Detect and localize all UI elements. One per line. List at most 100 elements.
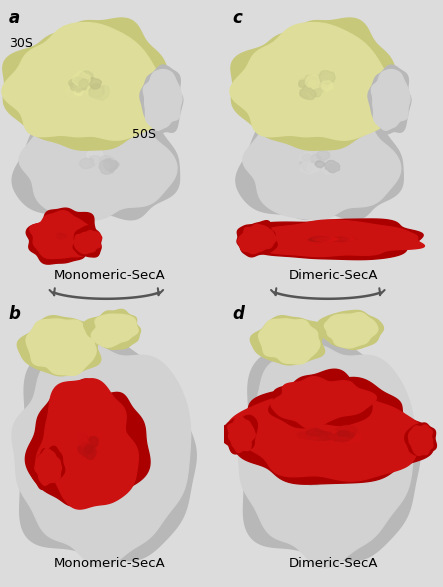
Polygon shape <box>99 162 105 167</box>
Polygon shape <box>243 102 401 220</box>
Polygon shape <box>74 88 83 96</box>
Polygon shape <box>79 79 88 89</box>
Polygon shape <box>321 162 337 174</box>
Polygon shape <box>337 426 358 450</box>
Polygon shape <box>237 221 277 257</box>
Polygon shape <box>84 84 94 95</box>
Polygon shape <box>324 238 338 241</box>
Polygon shape <box>2 23 168 140</box>
Polygon shape <box>140 65 183 134</box>
Polygon shape <box>96 430 106 442</box>
Polygon shape <box>71 79 87 91</box>
Polygon shape <box>97 451 113 469</box>
Polygon shape <box>89 451 109 475</box>
Polygon shape <box>311 88 321 97</box>
Polygon shape <box>73 226 101 257</box>
Polygon shape <box>271 377 377 429</box>
Polygon shape <box>32 446 65 490</box>
Polygon shape <box>269 369 372 428</box>
Polygon shape <box>331 237 348 241</box>
Polygon shape <box>259 319 320 364</box>
Polygon shape <box>88 444 95 454</box>
Polygon shape <box>337 445 356 470</box>
Polygon shape <box>308 450 320 464</box>
Polygon shape <box>80 431 92 446</box>
Polygon shape <box>309 436 319 440</box>
Polygon shape <box>79 71 93 85</box>
Polygon shape <box>12 101 179 220</box>
Polygon shape <box>66 86 80 97</box>
Polygon shape <box>93 86 109 100</box>
Polygon shape <box>315 446 331 465</box>
Polygon shape <box>73 71 90 87</box>
Polygon shape <box>16 332 196 561</box>
Polygon shape <box>239 332 420 561</box>
Polygon shape <box>299 82 306 87</box>
Polygon shape <box>299 80 307 87</box>
Polygon shape <box>307 435 318 440</box>
Polygon shape <box>314 464 326 478</box>
Polygon shape <box>225 416 257 454</box>
Polygon shape <box>310 453 324 468</box>
Polygon shape <box>89 84 104 97</box>
Polygon shape <box>311 154 321 163</box>
Polygon shape <box>297 432 314 439</box>
Polygon shape <box>84 309 140 349</box>
Polygon shape <box>88 464 102 483</box>
Polygon shape <box>144 69 182 130</box>
Polygon shape <box>311 237 330 241</box>
Polygon shape <box>313 434 328 440</box>
Polygon shape <box>59 235 63 238</box>
Text: b: b <box>9 305 21 323</box>
Polygon shape <box>309 238 328 241</box>
Polygon shape <box>12 345 190 568</box>
Polygon shape <box>300 152 313 162</box>
Polygon shape <box>84 446 96 459</box>
Polygon shape <box>327 164 337 171</box>
Polygon shape <box>338 429 348 442</box>
Polygon shape <box>56 234 62 238</box>
Polygon shape <box>300 87 316 99</box>
Polygon shape <box>104 433 121 455</box>
Polygon shape <box>236 345 414 568</box>
Polygon shape <box>92 437 105 451</box>
Polygon shape <box>405 423 436 457</box>
Polygon shape <box>101 158 117 171</box>
Polygon shape <box>98 156 115 168</box>
Polygon shape <box>329 435 339 440</box>
Polygon shape <box>85 444 90 450</box>
Polygon shape <box>57 233 63 238</box>
Polygon shape <box>99 164 109 174</box>
Polygon shape <box>60 234 66 238</box>
Polygon shape <box>78 436 86 448</box>
Polygon shape <box>89 436 98 447</box>
Polygon shape <box>58 235 63 238</box>
Polygon shape <box>318 311 384 349</box>
Polygon shape <box>88 77 101 89</box>
Polygon shape <box>17 316 101 376</box>
Polygon shape <box>313 237 331 241</box>
Polygon shape <box>300 463 316 480</box>
Polygon shape <box>313 431 325 437</box>
Text: Monomeric-SecA: Monomeric-SecA <box>54 556 166 569</box>
Polygon shape <box>89 453 108 476</box>
Polygon shape <box>306 446 328 470</box>
Polygon shape <box>26 319 96 376</box>
Polygon shape <box>321 75 327 80</box>
Polygon shape <box>89 156 101 164</box>
Polygon shape <box>341 238 356 241</box>
Polygon shape <box>228 416 255 453</box>
Polygon shape <box>90 424 99 435</box>
Polygon shape <box>338 431 350 436</box>
Text: Dimeric-SecA: Dimeric-SecA <box>288 556 378 569</box>
Text: Dimeric-SecA: Dimeric-SecA <box>288 269 378 282</box>
Polygon shape <box>324 313 378 348</box>
Polygon shape <box>308 82 323 96</box>
Polygon shape <box>307 162 320 172</box>
Polygon shape <box>328 435 344 451</box>
Polygon shape <box>26 208 95 264</box>
Polygon shape <box>340 237 355 240</box>
Polygon shape <box>312 465 324 477</box>
Polygon shape <box>306 434 320 450</box>
Polygon shape <box>78 464 97 486</box>
